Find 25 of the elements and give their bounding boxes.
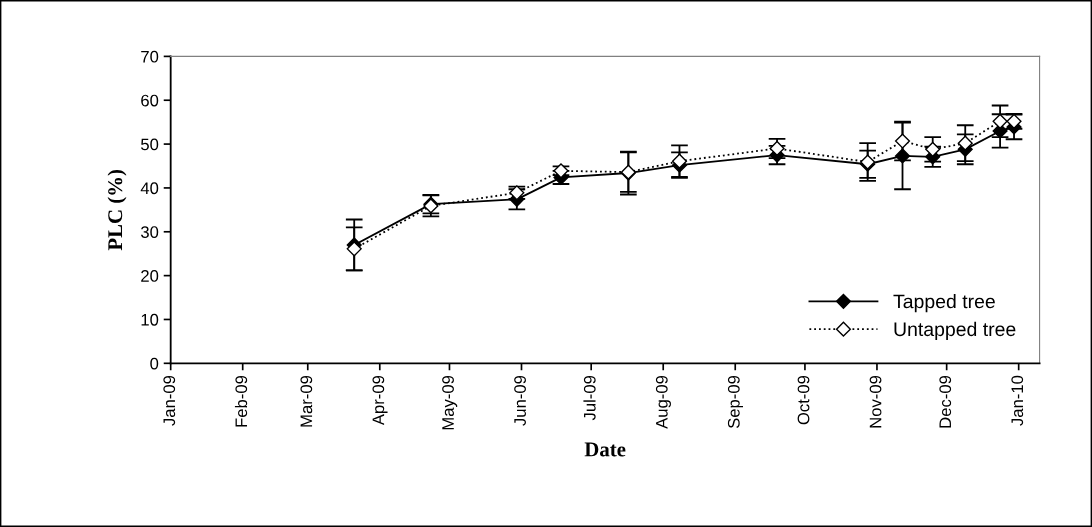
y-tick-label: 60 [141, 94, 159, 107]
x-tick-label: May-09 [442, 375, 458, 430]
x-tick-label: Sep-09 [727, 375, 743, 429]
x-tick-label: Nov-09 [869, 375, 882, 428]
x-tick-label: Jun-09 [514, 375, 526, 426]
y-tick-label: 10 [141, 313, 159, 326]
y-tick-label: 0 [150, 357, 159, 370]
y-tick-label: 50 [141, 138, 159, 151]
x-tick-label: Jan-09 [163, 375, 176, 426]
x-tick-label: Jul-09 [583, 375, 596, 421]
x-tick-label: Aug-09 [655, 375, 671, 429]
y-tick-label: 30 [140, 226, 159, 238]
x-tick-label: Mar-09 [300, 375, 313, 427]
x-tick-label: Jan-10 [1011, 375, 1024, 426]
x-tick-label: Apr-09 [372, 375, 388, 426]
x-tick-label: Oct-09 [797, 375, 810, 425]
legend-label: Tapped tree [893, 294, 995, 313]
x-tick-label: Feb-09 [234, 375, 248, 427]
y-tick-label: 70 [141, 50, 159, 63]
y-tick-label: 40 [140, 182, 159, 195]
x-axis-title: Date [584, 442, 626, 457]
legend-label: Untapped tree [894, 321, 1016, 340]
y-axis-title: PLC (%) [107, 169, 127, 251]
x-tick-label: Dec-09 [939, 375, 952, 428]
y-tick-label: 20 [141, 270, 159, 282]
